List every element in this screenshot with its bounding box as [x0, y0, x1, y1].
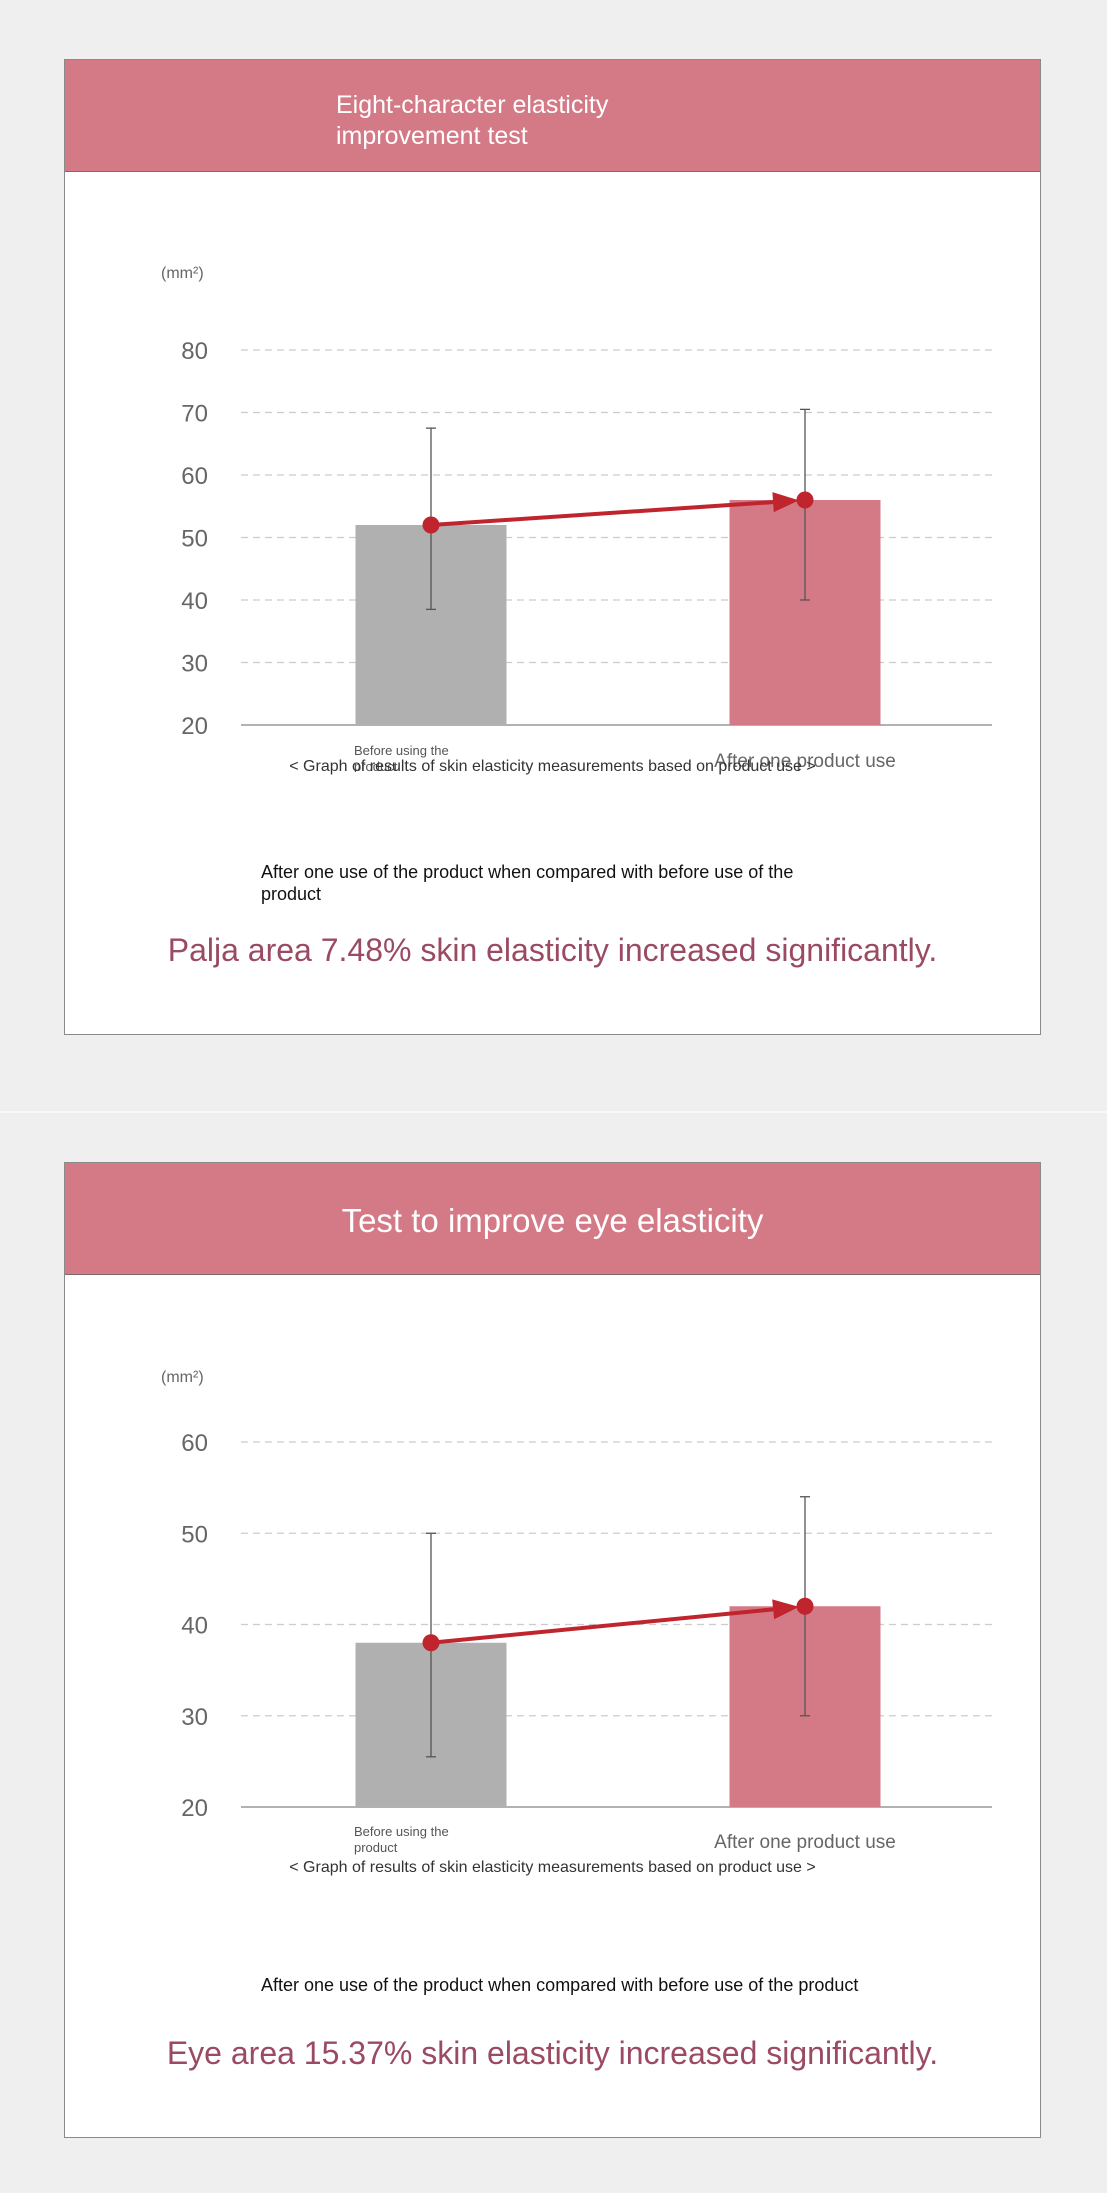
x-category-label: After one product use [714, 1832, 896, 1853]
y-tick-label: 80 [181, 338, 208, 365]
y-tick-label: 40 [181, 588, 208, 615]
result-headline: Eye area 15.37% skin elasticity increase… [166, 2035, 939, 2071]
result-headline: Palja area 7.48% skin elasticity increas… [167, 932, 938, 968]
y-tick-label: 60 [181, 1430, 208, 1457]
x-category-label: Before using the product [354, 1824, 449, 1855]
comparison-note: After one use of the product when compar… [261, 862, 794, 904]
y-tick-label: 20 [181, 713, 208, 740]
y-tick-label: 70 [181, 401, 208, 428]
trend-point-after [796, 1597, 814, 1615]
bar-chart-palja: (mm²) 20 30 40 50 60 70 80 Before using the produ… [161, 265, 992, 772]
trend-point-after [796, 491, 814, 509]
trend-arrowhead [772, 1599, 800, 1620]
y-unit-label: (mm²) [161, 265, 204, 282]
y-tick-label: 40 [181, 1613, 208, 1640]
x-category-label: After one product use [714, 751, 896, 772]
y-tick-label: 30 [181, 651, 208, 678]
y-unit-label: (mm²) [161, 1369, 204, 1386]
trend-point-before [422, 516, 440, 534]
panel-header: Test to improve eye elasticity [65, 1163, 1040, 1275]
y-tick-label: 60 [181, 463, 208, 490]
panel-title: Eight-character elasticity improvement t… [336, 91, 609, 150]
trend-arrow-line [430, 500, 774, 527]
elasticity-panel-palja: Eight-character elasticity improvement t… [64, 59, 1041, 1035]
section-divider [0, 1111, 1107, 1113]
chart-caption: < Graph of results of skin elasticity me… [289, 758, 816, 775]
panel-title: Test to improve eye elasticity [341, 1202, 764, 1239]
elasticity-panel-eye: Test to improve eye elasticity (mm²) 20 30… [64, 1162, 1041, 2138]
x-category-label: Before using the product [354, 743, 449, 772]
y-tick-label: 50 [181, 1521, 208, 1548]
chart-caption: < Graph of results of skin elasticity me… [289, 1859, 816, 1876]
trend-arrowhead [772, 492, 800, 513]
y-tick-label: 20 [181, 1795, 208, 1822]
panel-header: Eight-character elasticity improvement t… [65, 60, 1040, 172]
y-tick-label: 50 [181, 526, 208, 553]
bar-chart-eye: (mm²) 20 30 40 50 60 Before using the product Af… [161, 1369, 992, 1855]
trend-point-before [422, 1634, 440, 1652]
y-tick-label: 30 [181, 1704, 208, 1731]
trend-arrow-line [430, 1607, 774, 1645]
comparison-note: After one use of the product when compar… [261, 1975, 859, 1995]
